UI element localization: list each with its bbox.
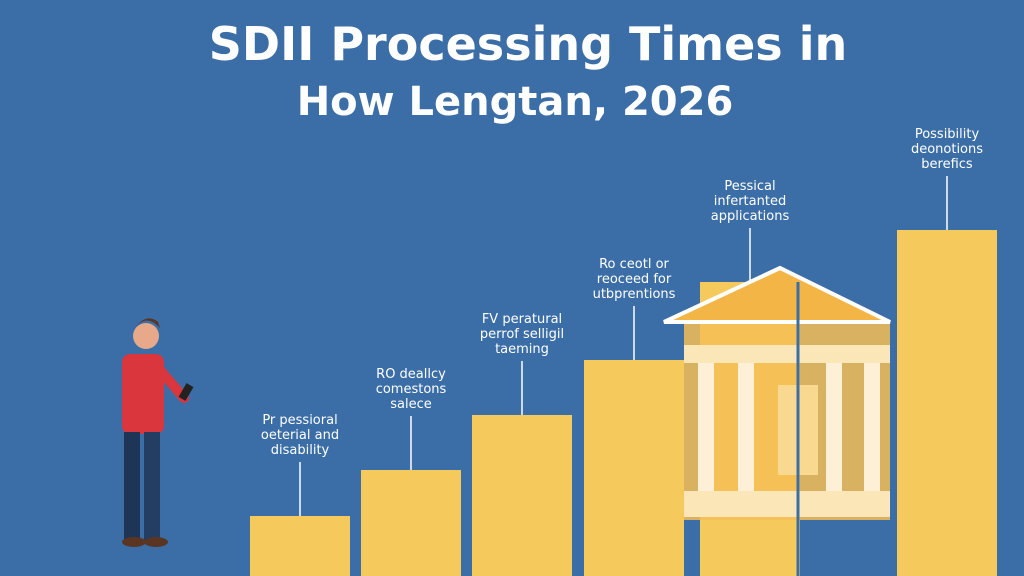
category-label: Pr pessioral (262, 413, 337, 428)
category-label: Possibility (915, 127, 980, 142)
bar (472, 415, 572, 576)
category-label: applications (711, 209, 790, 224)
category-label: infertanted (714, 194, 786, 209)
category-label: Ro ceotl or (599, 257, 669, 272)
bar (361, 470, 461, 576)
person-illustration (122, 318, 194, 547)
category-label: oeterial and (261, 428, 339, 443)
category-label: disability (271, 443, 330, 458)
category-label: berefics (921, 157, 973, 172)
chart-title: SDII Processing Times in (209, 17, 847, 71)
category-label: FV peratural (482, 312, 562, 327)
chart-title: How Lengtan, 2026 (297, 79, 734, 125)
bar (897, 230, 997, 576)
category-label: perrof selligil (480, 327, 564, 342)
category-label: reoceed for (597, 272, 672, 287)
bar (250, 516, 350, 576)
building-illustration (663, 265, 891, 576)
category-label: deonotions (911, 142, 983, 157)
category-label: salece (390, 397, 432, 412)
category-label: RO deallcy (376, 367, 446, 382)
category-label: comestons (376, 382, 447, 397)
category-label: Pessical (724, 179, 775, 194)
bar (584, 360, 684, 576)
category-label: taeming (495, 342, 549, 357)
category-label: utbprentions (593, 287, 676, 302)
